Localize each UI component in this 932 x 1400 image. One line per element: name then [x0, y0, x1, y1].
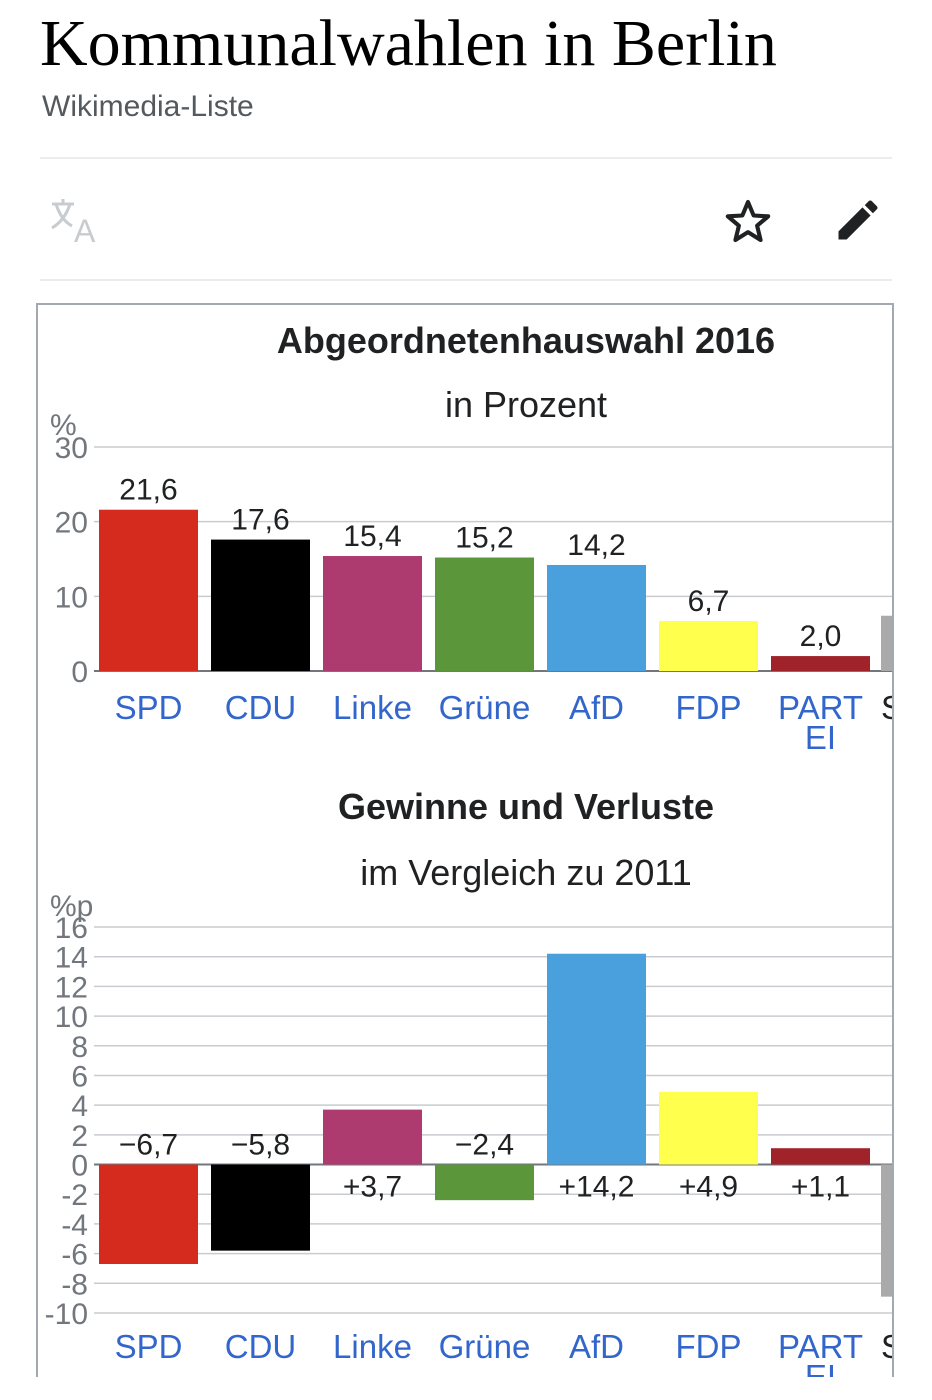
data-label: 15,2	[455, 522, 513, 555]
data-label: 21,6	[119, 474, 177, 507]
category-label: PART	[778, 1328, 863, 1365]
data-label: +4,9	[679, 1171, 738, 1204]
y-tick-label: -2	[61, 1179, 88, 1212]
y-tick-label: -4	[61, 1209, 88, 1242]
y-tick-label: 4	[71, 1090, 88, 1123]
chart-subtitle: in Prozent	[445, 384, 607, 425]
y-tick-label: 30	[55, 432, 88, 465]
data-label: 17,6	[231, 504, 289, 537]
category-label: AfD	[569, 689, 624, 726]
y-tick-label: 12	[55, 971, 88, 1004]
bar-partei	[771, 1148, 870, 1165]
divider	[40, 157, 892, 159]
data-label: +3,7	[343, 1171, 402, 1204]
chart-infobox: Abgeordnetenhauswahl 2016 in Prozent% 0 10 2…	[36, 303, 894, 1377]
data-label: −2,4	[455, 1129, 514, 1162]
y-tick-label: 16	[55, 912, 88, 945]
y-axis-unit: %p	[50, 890, 93, 923]
translate-icon[interactable]: A	[48, 196, 104, 246]
y-tick-label: 20	[55, 507, 88, 540]
category-label: AfD	[569, 1328, 624, 1365]
divider	[40, 279, 892, 281]
data-label: −5,8	[231, 1129, 290, 1162]
chart-title: Abgeordnetenhauswahl 2016	[277, 320, 775, 361]
data-label: 6,7	[688, 585, 730, 618]
bar-spd	[99, 509, 198, 671]
data-label: +14,2	[559, 1171, 635, 1204]
data-label: 2,0	[800, 620, 842, 653]
chart-title: Gewinne und Verluste	[338, 786, 714, 827]
category-label: EI	[805, 1358, 836, 1377]
category-label: FDP	[676, 689, 742, 726]
y-tick-label: 14	[55, 942, 88, 975]
y-tick-label: 2	[71, 1120, 88, 1153]
y-tick-label: 0	[71, 1150, 88, 1183]
svg-text:A: A	[74, 213, 96, 246]
category-label: CDU	[225, 689, 297, 726]
edit-icon[interactable]	[832, 194, 884, 246]
category-label: S	[881, 1328, 892, 1365]
bar-spd	[99, 1164, 198, 1265]
bar-grüne	[435, 557, 534, 671]
data-label: +1,1	[791, 1171, 850, 1204]
y-tick-label: -6	[61, 1239, 88, 1272]
data-label: 15,4	[343, 520, 401, 553]
category-label: Linke	[333, 689, 412, 726]
category-label: SPD	[115, 689, 183, 726]
bar-cdu	[211, 539, 310, 671]
bar-fdp	[659, 620, 758, 671]
page-description: Wikimedia-Liste	[42, 90, 254, 123]
star-icon[interactable]	[722, 196, 774, 248]
category-label: PART	[778, 689, 863, 726]
y-axis-unit: %	[50, 409, 77, 442]
category-label: EI	[805, 719, 836, 756]
bar-cdu	[211, 1164, 310, 1251]
page-title: Kommunalwahlen in Berlin	[40, 7, 777, 80]
charts-svg: Abgeordnetenhauswahl 2016 in Prozent% 0 10 2…	[45, 320, 892, 1377]
bar-partei	[771, 656, 870, 671]
data-label: 14,2	[567, 529, 625, 562]
bar-fdp	[659, 1091, 758, 1165]
chart-subtitle: im Vergleich zu 2011	[360, 852, 692, 893]
category-label: Linke	[333, 1328, 412, 1365]
bar-s	[881, 615, 892, 671]
category-label: CDU	[225, 1328, 297, 1365]
category-label: S	[881, 689, 892, 726]
category-label: FDP	[676, 1328, 742, 1365]
y-tick-label: 0	[71, 656, 88, 689]
bar-afd	[547, 953, 646, 1165]
data-label: −6,7	[119, 1129, 178, 1162]
bar-afd	[547, 564, 646, 671]
y-tick-label: 6	[71, 1060, 88, 1093]
category-label: SPD	[115, 1328, 183, 1365]
category-label: Grüne	[439, 689, 531, 726]
y-tick-label: -10	[45, 1298, 88, 1331]
bar-linke	[323, 556, 422, 671]
y-tick-label: 10	[55, 1001, 88, 1034]
y-tick-label: 8	[71, 1031, 88, 1064]
bar-linke	[323, 1109, 422, 1165]
category-label: Grüne	[439, 1328, 531, 1365]
y-tick-label: 10	[55, 581, 88, 614]
bar-grüne	[435, 1164, 534, 1201]
y-tick-label: -8	[61, 1268, 88, 1301]
bar-s	[881, 1164, 892, 1297]
